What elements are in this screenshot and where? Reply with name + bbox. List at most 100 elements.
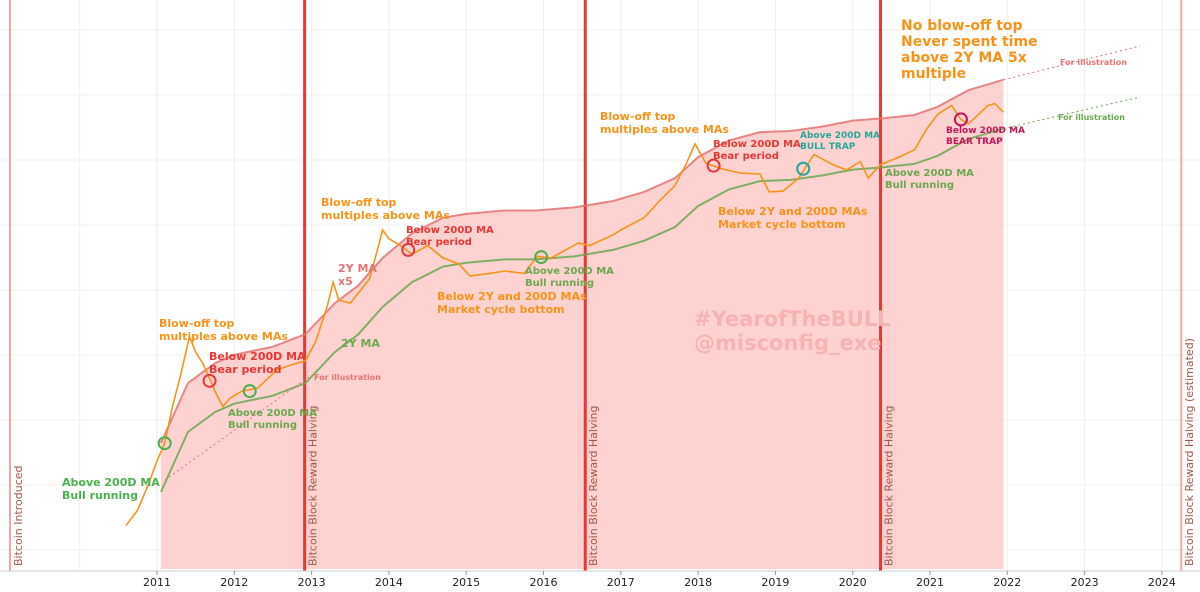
x-tick-label: 2015 bbox=[452, 576, 480, 589]
x-tick-label: 2023 bbox=[1071, 576, 1099, 589]
x-tick-label: 2014 bbox=[375, 576, 403, 589]
cycle-marker bbox=[706, 158, 721, 173]
annotation-line: Below 2Y and 200D MAs bbox=[718, 205, 868, 218]
watermark: #YearofTheBULL@misconfig_exe bbox=[694, 307, 891, 355]
x-axis-ticks: 2011 2012 2013 2014 2015 2016 2017 2018 2019 2020… bbox=[143, 571, 1176, 589]
annotation: For illustration bbox=[314, 373, 381, 382]
annotation-line: BEAR TRAP bbox=[946, 137, 1003, 147]
annotation-line: x5 bbox=[338, 275, 353, 288]
annotation-line: Above 200D MA bbox=[525, 266, 614, 277]
price-line bbox=[125, 102, 1004, 526]
ma2y-projection bbox=[1003, 96, 1141, 130]
x-tick-label: 2021 bbox=[916, 576, 944, 589]
annotation-line: multiples above MAs bbox=[600, 123, 729, 136]
ma2y-x5-projection bbox=[1003, 45, 1141, 81]
annotation-line: Market cycle bottom bbox=[437, 303, 565, 316]
annotation-line: For illustration bbox=[1060, 58, 1127, 67]
annotation: Below 200D MA Bear period bbox=[713, 139, 801, 162]
x-tick-label: 2017 bbox=[607, 576, 635, 589]
annotation-line: Below 200D MA bbox=[209, 350, 306, 363]
annotation: For illustration bbox=[1060, 58, 1127, 67]
x-tick-label: 2024 bbox=[1148, 576, 1176, 589]
annotation-line: Below 200D MA bbox=[713, 139, 801, 150]
annotation-line: Never spent time bbox=[901, 34, 1038, 50]
annotation-line: Bear period bbox=[713, 151, 779, 162]
annotation: Blow-off top multiples above MAs bbox=[321, 196, 450, 222]
x-tick-label: 2016 bbox=[530, 576, 558, 589]
annotation: 2Y MA x5 bbox=[338, 262, 377, 288]
annotation: Below 2Y and 200D MAs Market cycle bottom bbox=[437, 290, 587, 316]
cycle-marker bbox=[534, 250, 549, 265]
watermark-line: @misconfig_exe bbox=[694, 331, 882, 355]
halving-lines: Bitcoin Introduced Bitcoin Block Reward H… bbox=[9, 0, 1196, 571]
annotation-line: multiple bbox=[901, 66, 966, 82]
halving-label: Bitcoin Introduced bbox=[12, 465, 25, 566]
annotation: Blow-off top multiples above MAs bbox=[600, 110, 729, 136]
annotation: Above 200D MA Bull running bbox=[885, 168, 974, 191]
cycle-marker bbox=[242, 384, 257, 399]
annotation-line: 2Y MA bbox=[341, 337, 380, 350]
annotation: Above 200D MA Bull running bbox=[525, 266, 614, 289]
cycle-marker bbox=[401, 242, 416, 257]
halving-label: Bitcoin Block Reward Halving (estimated) bbox=[1183, 338, 1196, 566]
illustration-projections bbox=[164, 45, 1141, 481]
x-tick-label: 2011 bbox=[143, 576, 171, 589]
halving-label: Bitcoin Block Reward Halving bbox=[883, 405, 896, 566]
annotation-line: Below 200D MA bbox=[406, 225, 494, 236]
annotation-line: Bear period bbox=[406, 237, 472, 248]
annotation-line: BULL TRAP bbox=[800, 142, 856, 152]
annotation: Below 200D MA BEAR TRAP bbox=[946, 126, 1025, 147]
annotation: Below 200D MA Bear period bbox=[209, 350, 306, 376]
annotation-line: Bear period bbox=[209, 363, 281, 376]
annotation-line: Blow-off top bbox=[159, 317, 235, 330]
halving-label: Bitcoin Block Reward Halving bbox=[307, 405, 320, 566]
annotation: Below 200D MA Bear period bbox=[406, 225, 494, 248]
cycle-marker bbox=[796, 161, 811, 176]
x-tick-label: 2020 bbox=[839, 576, 867, 589]
annotation-line: Below 2Y and 200D MAs bbox=[437, 290, 587, 303]
annotation: 2Y MA bbox=[341, 337, 380, 350]
annotation-line: Bull running bbox=[62, 489, 138, 502]
ma2y-x5-line bbox=[159, 78, 1004, 444]
annotation-line: For illustration bbox=[1058, 113, 1125, 122]
annotation: Below 2Y and 200D MAs Market cycle bottom bbox=[718, 205, 868, 231]
x-tick-label: 2013 bbox=[298, 576, 326, 589]
annotation-line: Above 200D MA bbox=[228, 408, 317, 419]
annotation-line: Bull running bbox=[228, 420, 297, 431]
x-tick-label: 2018 bbox=[684, 576, 712, 589]
annotation-line: 2Y MA bbox=[338, 262, 377, 275]
annotation-line: multiples above MAs bbox=[321, 209, 450, 222]
annotation-line: For illustration bbox=[314, 373, 381, 382]
cycle-marker bbox=[953, 112, 968, 127]
annotation-line: Blow-off top bbox=[600, 110, 676, 123]
annotation-line: multiples above MAs bbox=[159, 330, 288, 343]
annotation-line: Bull running bbox=[885, 180, 954, 191]
annotation-line: Above 200D MA bbox=[885, 168, 974, 179]
annotation: No blow-off top Never spent time above 2Y … bbox=[901, 18, 1038, 82]
halving-label: Bitcoin Block Reward Halving bbox=[587, 405, 600, 566]
annotation-line: Market cycle bottom bbox=[718, 218, 846, 231]
annotation-line: Below 200D MA bbox=[946, 126, 1025, 136]
annotation-line: Above 200D MA bbox=[800, 131, 880, 141]
annotation: Above 200D MA Bull running bbox=[228, 408, 317, 431]
watermark-line: #YearofTheBULL bbox=[694, 307, 891, 331]
cycle-marker bbox=[202, 373, 217, 388]
x-tick-label: 2019 bbox=[761, 576, 789, 589]
annotation: Above 200D MA BULL TRAP bbox=[800, 131, 880, 152]
annotation: Above 200D MA Bull running bbox=[62, 476, 160, 502]
x-tick-label: 2012 bbox=[220, 576, 248, 589]
series-lines bbox=[125, 78, 1004, 526]
annotation-line: Above 200D MA bbox=[62, 476, 160, 489]
cycle-marker bbox=[157, 436, 172, 451]
annotation: For illustration bbox=[1058, 113, 1125, 122]
annotation-line: No blow-off top bbox=[901, 18, 1023, 34]
ma-band-fill bbox=[160, 79, 1004, 570]
annotation-line: Blow-off top bbox=[321, 196, 397, 209]
annotation: Blow-off top multiples above MAs bbox=[159, 317, 288, 343]
cycle-markers bbox=[157, 112, 968, 451]
x-tick-label: 2022 bbox=[993, 576, 1021, 589]
annotation-line: above 2Y MA 5x bbox=[901, 50, 1027, 66]
annotation-line: Bull running bbox=[525, 278, 594, 289]
